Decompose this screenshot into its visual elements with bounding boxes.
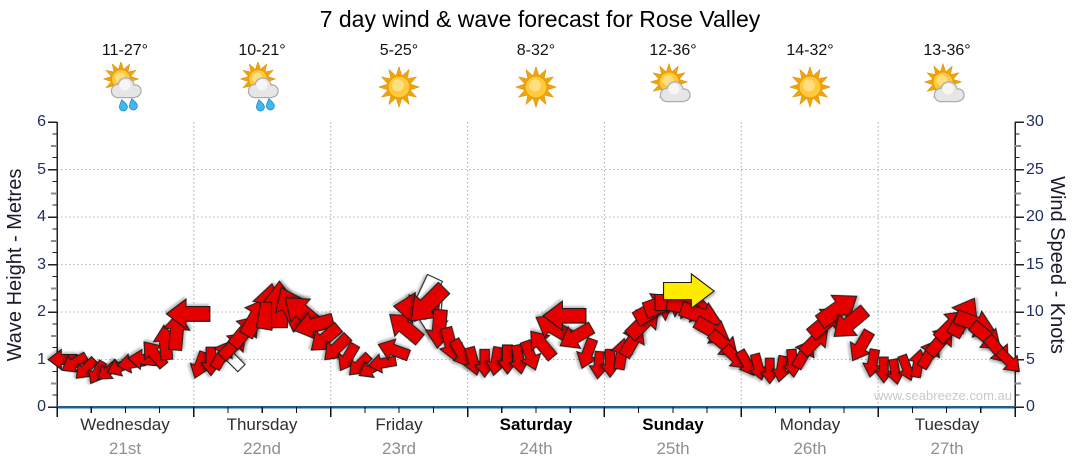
day-label: Saturday 24th: [471, 415, 601, 459]
day-temp-range: 11-27°: [101, 42, 149, 59]
watermark: www.seabreeze.com.au: [873, 388, 1012, 403]
day-forecast-header: 5-25°: [344, 42, 454, 112]
day-date: 21st: [108, 439, 142, 458]
wind-arrow: [324, 331, 353, 361]
day-date: 26th: [793, 439, 827, 458]
day-forecast-header: 12-36°: [618, 42, 728, 112]
wave-height-tick-label: 6: [37, 113, 46, 130]
wind-arrow: [367, 353, 398, 374]
wind-speed-tick-label: 15: [1026, 255, 1044, 273]
day-date: 22nd: [243, 439, 281, 458]
wind-speed-tick-label: 25: [1026, 160, 1044, 178]
wind-arrow: [995, 347, 1020, 373]
wind-arrow: [410, 281, 451, 322]
wind-arrow: [576, 336, 599, 370]
wind-arrow-highlight: [662, 272, 716, 310]
day-label: Thursday 22nd: [197, 415, 327, 459]
wind-arrow: [293, 311, 336, 340]
wind-arrow: [75, 355, 99, 379]
wind-arrow: [61, 351, 90, 373]
day-name: Saturday: [499, 415, 573, 434]
chart-title: 7 day wind & wave forecast for Rose Vall…: [319, 6, 761, 32]
wind-arrow: [542, 300, 587, 332]
day-date: 24th: [519, 439, 553, 458]
wave-height-tick-label: 1: [37, 350, 46, 368]
day-name: Sunday: [642, 415, 704, 434]
wave-height-tick-label: 2: [37, 303, 46, 320]
wind-arrow: [165, 298, 211, 330]
day-forecast-header: 14-32°: [755, 42, 865, 112]
sun-cloud-rain-icon: [102, 62, 142, 112]
wind-arrow: [530, 330, 558, 362]
day-label: Friday 23rd: [334, 415, 464, 459]
sun-cloud-icon: [649, 62, 691, 103]
day-temp-range: 14-32°: [786, 42, 834, 59]
day-forecast-header: 11-27°: [70, 42, 180, 112]
day-forecast-header: 8-32°: [481, 42, 591, 112]
day-label: Sunday 25th: [608, 415, 738, 459]
wave-height-tick-label: 0: [37, 398, 46, 415]
wind-arrow: [389, 314, 425, 346]
wind-arrow: [771, 354, 791, 383]
wind-speed-tick-label: 20: [1026, 208, 1044, 225]
day-date: 25th: [656, 439, 690, 458]
wind-arrow: [377, 338, 412, 362]
day-date: 27th: [930, 439, 964, 458]
day-name: Thursday: [226, 415, 298, 434]
sun-cloud-rain-icon: [239, 62, 279, 112]
wind-arrow: [559, 321, 596, 349]
wind-speed-tick-label: 30: [1026, 113, 1044, 130]
wind-arrow: [833, 304, 871, 337]
day-forecast-header: 10-21°: [207, 42, 317, 112]
wave-height-tick-label: 3: [37, 255, 46, 273]
day-temp-range: 12-36°: [649, 42, 697, 59]
day-temp-range: 10-21°: [238, 42, 286, 59]
day-name: Friday: [375, 415, 423, 434]
sun-icon: [377, 65, 421, 109]
wind-arrow: [519, 339, 542, 371]
wind-speed-tick-label: 0: [1026, 398, 1035, 415]
day-label: Monday 26th: [745, 415, 875, 459]
day-label: Wednesday 21st: [60, 415, 190, 459]
day-name: Monday: [779, 415, 841, 434]
day-name: Wednesday: [80, 415, 170, 434]
day-date: 23rd: [381, 439, 417, 458]
sun-icon: [788, 65, 832, 109]
day-temp-range: 13-36°: [923, 42, 971, 59]
wind-arrow: [849, 328, 875, 362]
wave-height-tick-label: 4: [37, 208, 46, 225]
wind-arrow: [189, 350, 210, 379]
day-forecast-header: 13-36°: [892, 42, 1002, 112]
day-name: Tuesday: [914, 415, 980, 434]
wind-arrow: [861, 348, 883, 378]
sun-cloud-icon: [923, 62, 965, 103]
wind-speed-tick-label: 10: [1026, 303, 1044, 320]
day-temp-range: 8-32°: [516, 42, 556, 59]
day-temp-range: 5-25°: [379, 42, 419, 59]
wave-height-tick-label: 5: [37, 160, 46, 178]
wind-arrow: [814, 294, 858, 330]
sun-icon: [514, 65, 558, 109]
day-label: Tuesday 27th: [882, 415, 1012, 459]
wind-speed-tick-label: 5: [1026, 350, 1035, 368]
